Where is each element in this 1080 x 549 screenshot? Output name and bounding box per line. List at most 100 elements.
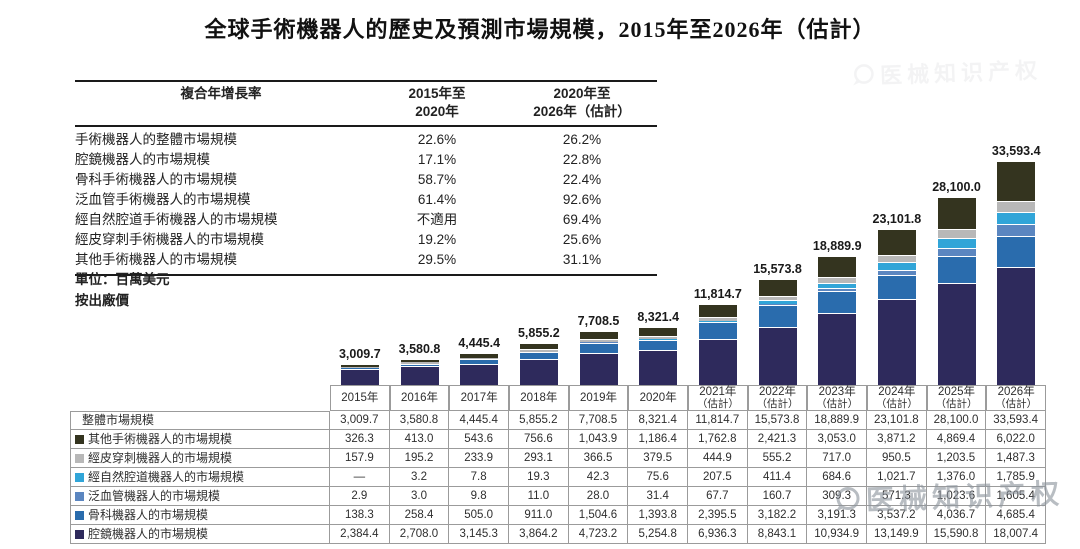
bar-segment-qita — [698, 304, 737, 317]
bar-total-label: 15,573.8 — [753, 261, 802, 276]
bar-segment-qiangjing — [877, 298, 916, 385]
year-header-cell: 2024年 （估計） — [867, 385, 927, 411]
stacked-bar — [460, 353, 499, 385]
cagr-row: 腔鏡機器人的市場規模 17.1% 22.8% — [75, 150, 657, 170]
stacked-bar — [937, 196, 976, 385]
bar-segment-jingpichuanci — [758, 295, 797, 301]
legend-swatch-jingpichuanci — [75, 453, 84, 463]
bar-segment-ziranqiangdao — [937, 238, 976, 248]
chart-column: 5,855.2 — [509, 128, 569, 385]
bar-total-label: 8,321.4 — [637, 310, 680, 324]
table-value-cell: 5,855.2 — [509, 411, 569, 430]
year-label: 2023年 — [818, 386, 856, 399]
table-value-cell: 571.3 — [867, 487, 927, 506]
stacked-bar — [877, 229, 916, 385]
year-label: 2020年 — [639, 391, 677, 404]
bar-segment-qiangjing — [818, 313, 857, 385]
bar-segment-guke — [340, 367, 379, 369]
table-value-cell: 15,590.8 — [926, 525, 987, 544]
table-row-label: 其他手術機器人的市場規模 — [70, 430, 330, 449]
watermark-text: 医械知识产权 — [865, 477, 1065, 516]
table-value-cell: 7,708.5 — [568, 411, 629, 430]
table-value-cell: 33,593.4 — [986, 411, 1046, 430]
watermark-bottom: 医械知识产权 — [831, 472, 1065, 520]
table-value-cell: 2,421.3 — [747, 430, 808, 449]
stacked-bar — [698, 304, 737, 385]
stacked-bar-chart: 3,009.7 3,580.8 4,445.4 5,855.2 7,708.5 8,321… — [330, 128, 1046, 385]
year-estimate-label: （估計） — [756, 397, 799, 410]
table-value-cell: 3.2 — [389, 468, 450, 487]
bar-segment-qita — [937, 196, 976, 230]
table-value-cell: 8,843.1 — [747, 525, 808, 544]
table-value-cell: 3,145.3 — [449, 525, 509, 544]
year-estimate-label: （估計） — [696, 397, 739, 410]
watermark-logo-icon — [853, 64, 874, 86]
bar-segment-guke — [818, 291, 857, 313]
bar-segment-qiangjing — [519, 358, 558, 385]
table-value-cell: 1,487.3 — [986, 449, 1046, 468]
row-label-text: 經皮穿刺機器人的市場規模 — [88, 450, 233, 465]
cagr-row-label: 骨科手術機器人的市場規模 — [75, 172, 237, 188]
table-row-label: 泛血管機器人的市場規模 — [70, 487, 330, 506]
stacked-bar — [997, 160, 1036, 385]
bar-total-label: 7,708.5 — [577, 314, 620, 328]
year-header-cell: 2025年 （估計） — [926, 385, 987, 411]
row-label-text: 腔鏡機器人的市場規模 — [88, 526, 209, 541]
table-value-cell: 18,889.9 — [807, 411, 867, 430]
cagr-value-2015-2020: 不適用 — [416, 212, 458, 228]
bar-total-label: 33,593.4 — [991, 143, 1041, 158]
legend-swatch-fanxueguan — [75, 491, 84, 501]
year-header-cell: 2020年 — [628, 385, 688, 411]
bar-total-label: 3,009.7 — [338, 346, 381, 361]
chart-column: 7,708.5 — [569, 128, 629, 385]
table-value-cell: 1,043.9 — [568, 430, 629, 449]
cagr-row-label: 泛血管手術機器人的市場規模 — [75, 192, 251, 208]
table-value-cell: 6,936.3 — [688, 525, 748, 544]
chart-column: 8,321.4 — [628, 128, 688, 385]
table-value-cell: 18,007.4 — [986, 525, 1046, 544]
year-estimate-label: （估計） — [875, 397, 918, 410]
cagr-table-body: 手術機器人的整體市場規模 22.6% 26.2% 腔鏡機器人的市場規模 17.1% 22.… — [75, 127, 657, 277]
cagr-row: 經自然腔道手術機器人的市場規模 不適用 69.4% — [75, 210, 657, 230]
year-header-cell: 2016年 — [389, 385, 450, 411]
cagr-row-label: 經自然腔道手術機器人的市場規模 — [75, 212, 278, 228]
cagr-value-2020-2026: 31.1% — [562, 252, 602, 268]
bar-segment-guke — [579, 342, 618, 354]
chart-column: 11,814.7 — [688, 128, 748, 385]
unit-note: 單位：百萬美元 按出廠價 — [75, 270, 170, 312]
cagr-row: 其他手術機器人的市場規模 29.5% 31.1% — [75, 250, 657, 270]
bar-segment-qita — [400, 358, 439, 363]
year-header-cell: 2018年 — [509, 385, 569, 411]
cagr-value-2020-2026: 25.6% — [562, 232, 602, 248]
bar-segment-qita — [758, 278, 797, 296]
bar-segment-ziranqiangdao — [997, 211, 1036, 225]
table-value-cell: 505.0 — [449, 506, 509, 525]
table-value-cell: 6,022.0 — [986, 430, 1046, 449]
bar-segment-ziranqiangdao — [877, 262, 916, 270]
table-value-cell: 233.9 — [449, 449, 509, 468]
table-row-label: 經自然腔道機器人的市場規模 — [70, 468, 330, 487]
bar-segment-qiangjing — [460, 363, 499, 385]
table-value-cell: 3,182.2 — [747, 506, 808, 525]
chart-column: 3,009.7 — [330, 128, 390, 385]
bar-segment-guke — [400, 363, 439, 367]
bar-segment-ziranqiangdao — [758, 300, 797, 304]
year-label: 2017年 — [460, 391, 498, 404]
bar-segment-jingpichuanci — [400, 362, 439, 364]
table-value-cell: 3,864.2 — [509, 525, 569, 544]
cagr-row-label: 手術機器人的整體市場規模 — [75, 132, 237, 148]
table-value-cell: 3,580.8 — [389, 411, 450, 430]
cagr-header-label: 複合年增長率 — [180, 86, 262, 101]
cagr-value-2020-2026: 92.6% — [562, 192, 602, 208]
chart-column: 33,593.4 — [986, 128, 1046, 385]
chart-column: 28,100.0 — [927, 128, 987, 385]
data-table: 2015年 2016年 2017年 2018年 2019年 2020年 2021年 （估計） 2… — [70, 385, 1046, 544]
table-value-cell: 1,376.0 — [926, 468, 987, 487]
unit-note-line2: 按出廠價 — [75, 292, 129, 308]
table-value-cell: 207.5 — [688, 468, 748, 487]
cagr-value-2015-2020: 61.4% — [417, 192, 457, 208]
table-value-cell: 2,708.0 — [389, 525, 450, 544]
cagr-value-2015-2020: 17.1% — [417, 152, 457, 168]
table-value-cell: 293.1 — [509, 449, 569, 468]
table-value-cell: 1,605.4 — [986, 487, 1046, 506]
